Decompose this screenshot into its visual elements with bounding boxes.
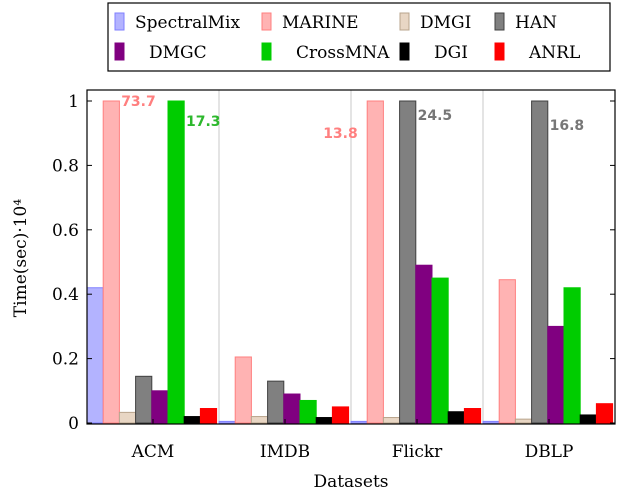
legend-item-crossmna: CrossMNA	[261, 42, 390, 63]
bar-dmgi-flickr	[382, 417, 401, 424]
legend-swatch	[261, 42, 272, 61]
bar-dmgc-acm	[151, 390, 169, 424]
bar-spectralmix-flickr	[350, 420, 368, 424]
bar-dmgc-dblp	[547, 325, 565, 424]
bar-crossmna-dblp	[563, 287, 581, 424]
y-tick-label: 0.6	[52, 221, 79, 241]
legend-swatch	[399, 42, 410, 61]
y-tick-label: 1	[68, 92, 79, 112]
bar-anrl-flickr	[463, 408, 482, 424]
x-tick-label-acm: ACM	[131, 442, 175, 462]
legend-label: MARINE	[282, 13, 358, 33]
x-axis-label: Datasets	[313, 472, 388, 492]
legend-item-han: HAN	[494, 12, 557, 33]
bar-han-acm	[135, 375, 153, 424]
legend-item-marine: MARINE	[261, 12, 358, 33]
annotation-marine-acm: 73.7	[121, 94, 156, 110]
x-axis: ACM IMDB Flickr DBLP	[131, 419, 574, 462]
legend-label: DMGC	[149, 43, 207, 63]
annotations: 73.7 17.3 13.8 24.5 16.8	[121, 94, 584, 142]
legend-swatch	[114, 12, 125, 31]
bar-spectralmix-imdb	[218, 420, 236, 424]
annotation-marine-flickr: 13.8	[323, 126, 358, 142]
bar-crossmna-imdb	[299, 399, 317, 424]
gridlines	[218, 90, 484, 424]
legend-label: ANRL	[528, 43, 580, 63]
legend-label: HAN	[515, 13, 557, 33]
legend-label: DMGI	[420, 13, 471, 33]
bar-dmgi-dblp	[514, 418, 533, 424]
legend-box	[107, 2, 611, 72]
legend-label: DGI	[434, 43, 468, 63]
legend-label: SpectralMix	[135, 13, 240, 33]
legend: SpectralMix MARINE DMGI HAN DMGC CrossMNA DGI A…	[107, 2, 611, 72]
y-axis-label: Time(sec)·10⁴	[11, 199, 31, 318]
bar-anrl-acm	[199, 408, 218, 424]
x-tick-label-flickr: Flickr	[392, 442, 443, 462]
bar-dmgc-imdb	[283, 393, 301, 424]
bar-marine-dblp	[498, 279, 516, 424]
bars	[86, 100, 614, 424]
y-tick-label: 0.8	[52, 156, 79, 176]
bar-han-imdb	[267, 380, 285, 424]
bar-dgi-acm	[183, 416, 201, 424]
bar-dmgi-imdb	[250, 416, 269, 424]
bar-crossmna-flickr	[431, 277, 449, 424]
bar-dgi-dblp	[579, 414, 597, 424]
legend-swatch	[494, 42, 505, 61]
legend-item-anrl: ANRL	[494, 42, 580, 63]
legend-label: CrossMNA	[296, 43, 390, 63]
bar-spectralmix-dblp	[482, 420, 500, 424]
y-tick-label: 0.4	[52, 285, 79, 305]
x-tick-label-imdb: IMDB	[260, 442, 310, 462]
bar-spectralmix-acm	[86, 287, 104, 424]
y-tick-label: 0.2	[52, 350, 79, 370]
y-axis: 0 0.2 0.4 0.6 0.8 1	[52, 92, 615, 434]
bar-han-flickr	[399, 100, 417, 424]
legend-swatch	[114, 42, 125, 61]
bar-dmgc-flickr	[415, 264, 433, 424]
plot-frame	[86, 89, 616, 425]
bar-han-dblp	[531, 100, 549, 424]
bar-crossmna-acm	[167, 100, 185, 424]
bar-marine-flickr	[366, 100, 384, 424]
legend-swatch	[399, 12, 410, 31]
legend-item-dmgc: DMGC	[114, 42, 207, 63]
bar-anrl-dblp	[595, 403, 614, 424]
legend-swatch	[494, 12, 505, 31]
legend-item-spectralmix: SpectralMix	[114, 12, 240, 33]
bar-anrl-imdb	[331, 406, 350, 424]
x-tick-label-dblp: DBLP	[525, 442, 574, 462]
bar-dgi-imdb	[315, 417, 333, 424]
annotation-han-dblp: 16.8	[550, 118, 585, 134]
annotation-crossmna-acm: 17.3	[186, 114, 221, 130]
legend-item-dmgi: DMGI	[399, 12, 471, 33]
y-tick-label: 0	[68, 414, 79, 434]
legend-swatch	[261, 12, 272, 31]
bar-marine-acm	[102, 100, 120, 424]
bar-dgi-flickr	[447, 411, 465, 424]
bar-dmgi-acm	[118, 411, 137, 424]
annotation-han-flickr: 24.5	[418, 108, 453, 124]
legend-item-dgi: DGI	[399, 42, 468, 63]
bar-marine-imdb	[234, 356, 252, 424]
